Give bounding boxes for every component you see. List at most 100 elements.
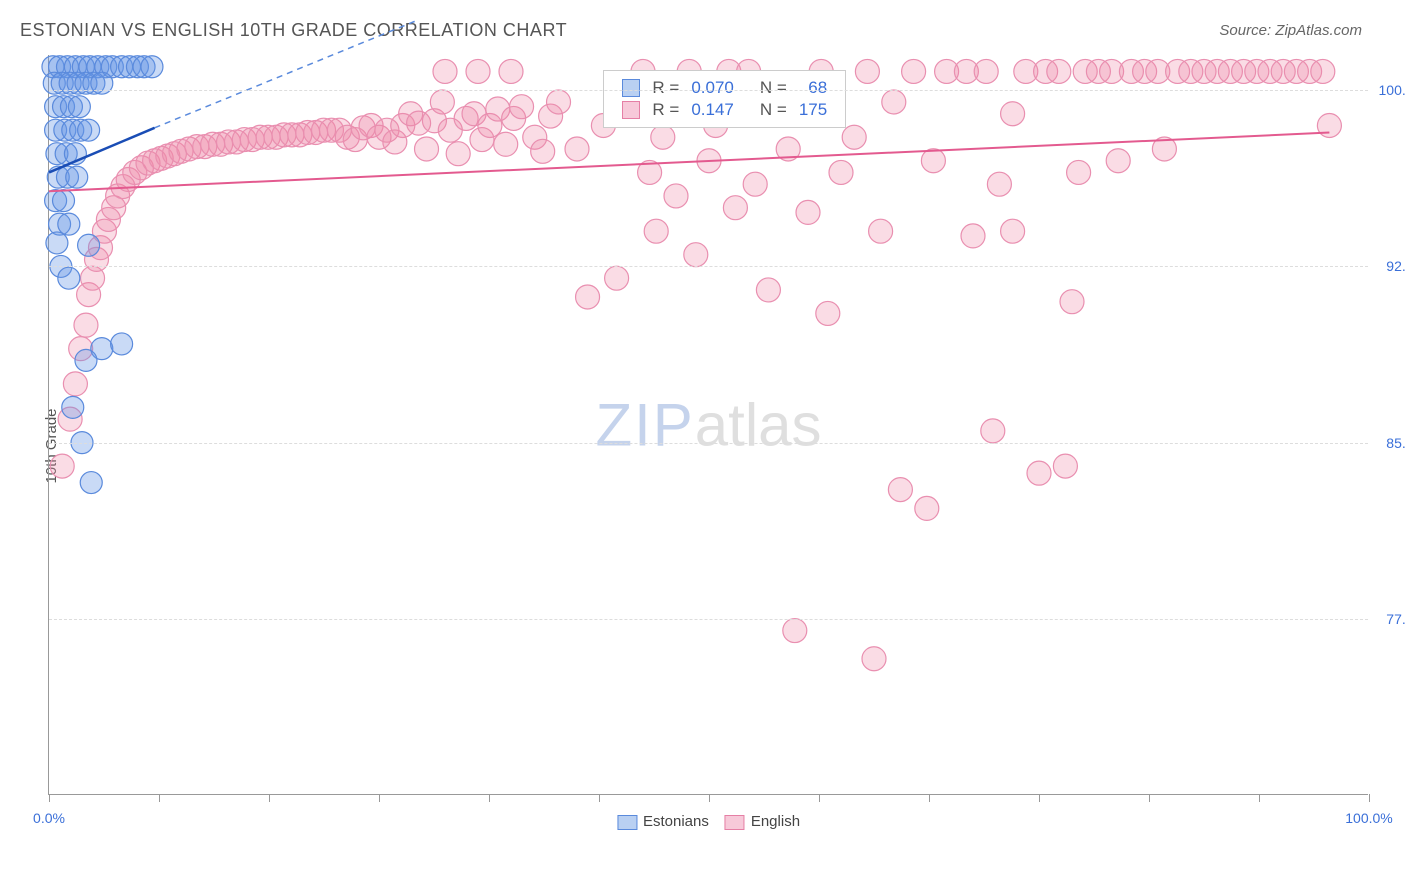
scatter-point: [974, 59, 998, 83]
y-tick-label: 77.5%: [1376, 611, 1406, 627]
x-tick: [1149, 794, 1150, 802]
scatter-point: [961, 224, 985, 248]
legend-swatch: [617, 815, 637, 830]
scatter-point: [547, 90, 571, 114]
scatter-point: [58, 213, 80, 235]
x-tick: [269, 794, 270, 802]
grid-line: [49, 619, 1368, 620]
scatter-point: [53, 190, 75, 212]
legend-swatch: [622, 101, 640, 119]
scatter-point: [869, 219, 893, 243]
scatter-point: [723, 196, 747, 220]
x-tick-label: 0.0%: [33, 810, 65, 826]
scatter-point: [141, 56, 163, 78]
source-prefix: Source:: [1219, 22, 1275, 39]
scatter-point: [783, 619, 807, 643]
scatter-point: [684, 243, 708, 267]
scatter-point: [510, 95, 534, 119]
scatter-point: [1067, 160, 1091, 184]
legend-item: Estonians: [617, 813, 709, 830]
scatter-point: [78, 119, 100, 141]
scatter-point: [816, 301, 840, 325]
scatter-point: [921, 149, 945, 173]
correlation-table: R =0.070 N =68R =0.147 N =175: [616, 77, 833, 121]
scatter-point: [499, 59, 523, 83]
legend-row: R =0.070N =68: [616, 77, 833, 99]
chart-plot-area: ZIPatlas R =0.070N =68R =0.147N =175 Est…: [48, 55, 1368, 795]
scatter-point: [855, 59, 879, 83]
scatter-point: [433, 59, 457, 83]
scatter-point: [78, 234, 100, 256]
source-credit: Source: ZipAtlas.com: [1219, 22, 1362, 39]
scatter-point: [531, 139, 555, 163]
grid-line: [49, 90, 1368, 91]
scatter-point: [842, 125, 866, 149]
r-value: 0.147: [685, 99, 740, 121]
scatter-point: [576, 285, 600, 309]
x-tick: [49, 794, 50, 802]
legend-swatch: [622, 79, 640, 97]
grid-line: [49, 266, 1368, 267]
chart-header: ESTONIAN VS ENGLISH 10TH GRADE CORRELATI…: [20, 20, 1386, 50]
scatter-point: [50, 454, 74, 478]
chart-title: ESTONIAN VS ENGLISH 10TH GRADE CORRELATI…: [20, 20, 567, 41]
correlation-legend: R =0.070 N =68R =0.147 N =175: [603, 70, 846, 128]
scatter-point: [888, 478, 912, 502]
r-label: R =: [646, 99, 685, 121]
scatter-point: [1001, 102, 1025, 126]
scatter-point: [1106, 149, 1130, 173]
scatter-point: [1060, 290, 1084, 314]
scatter-point: [446, 142, 470, 166]
scatter-point: [1001, 219, 1025, 243]
legend-item: English: [725, 813, 800, 830]
n-label: N =: [754, 77, 793, 99]
y-tick-label: 100.0%: [1376, 82, 1406, 98]
scatter-point: [796, 200, 820, 224]
r-value: 0.070: [685, 77, 740, 99]
scatter-point: [66, 166, 88, 188]
x-tick-label: 100.0%: [1345, 810, 1392, 826]
scatter-point: [644, 219, 668, 243]
scatter-point: [68, 96, 90, 118]
scatter-point: [111, 333, 133, 355]
legend-row: R =0.147 N =175: [616, 99, 833, 121]
n-label: N =: [754, 99, 793, 121]
scatter-point: [605, 266, 629, 290]
x-tick: [599, 794, 600, 802]
x-tick: [819, 794, 820, 802]
scatter-point: [743, 172, 767, 196]
scatter-point: [466, 59, 490, 83]
scatter-point: [882, 90, 906, 114]
scatter-point: [1047, 59, 1071, 83]
scatter-point: [902, 59, 926, 83]
scatter-point: [63, 372, 87, 396]
scatter-point: [494, 132, 518, 156]
scatter-point: [565, 137, 589, 161]
series-legend: Estonians English: [609, 813, 808, 830]
scatter-point: [664, 184, 688, 208]
scatter-point: [415, 137, 439, 161]
scatter-point: [651, 125, 675, 149]
scatter-point: [430, 90, 454, 114]
scatter-point: [46, 232, 68, 254]
x-tick: [1259, 794, 1260, 802]
y-tick-label: 92.5%: [1376, 258, 1406, 274]
x-tick: [709, 794, 710, 802]
legend-swatch: [725, 815, 745, 830]
scatter-point: [756, 278, 780, 302]
scatter-point: [915, 496, 939, 520]
scatter-point: [75, 349, 97, 371]
x-tick: [929, 794, 930, 802]
n-value: 175: [793, 99, 833, 121]
x-tick: [1039, 794, 1040, 802]
x-tick: [489, 794, 490, 802]
scatter-point: [1027, 461, 1051, 485]
n-value: 68: [793, 77, 833, 99]
x-tick: [159, 794, 160, 802]
legend-label: English: [751, 813, 800, 830]
scatter-point: [62, 396, 84, 418]
scatter-point: [58, 267, 80, 289]
scatter-point: [981, 419, 1005, 443]
scatter-point: [1053, 454, 1077, 478]
scatter-point: [80, 472, 102, 494]
